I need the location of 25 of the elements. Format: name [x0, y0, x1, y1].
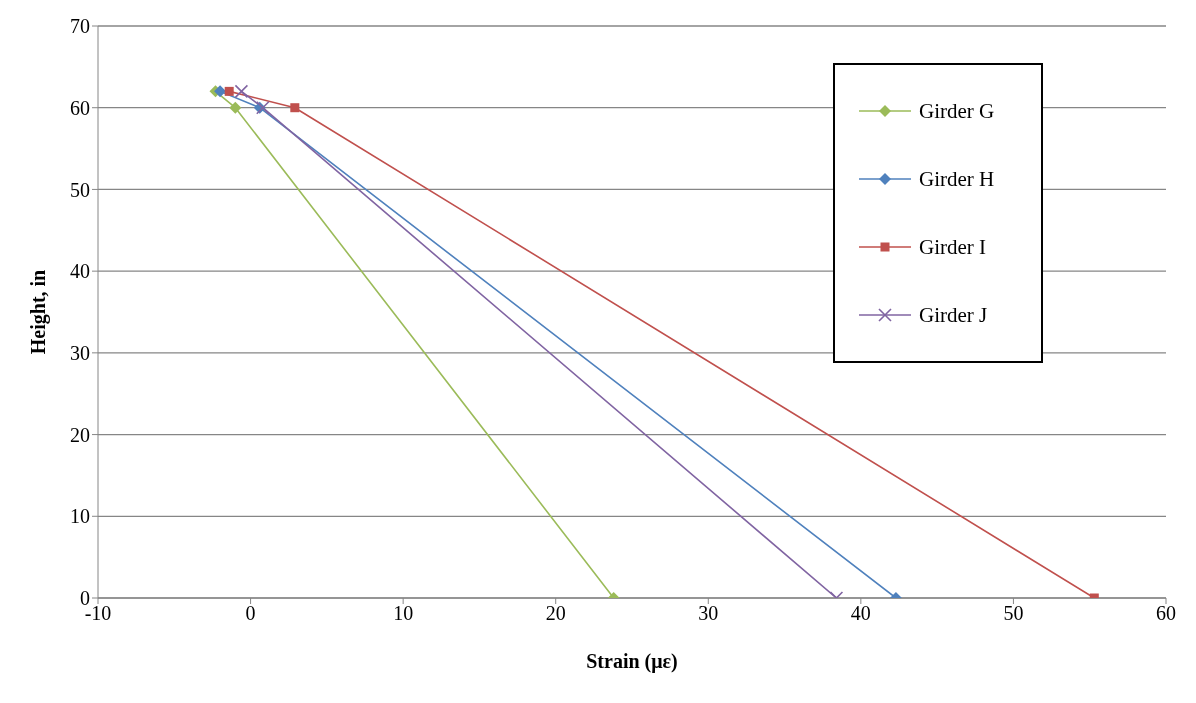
y-tick-label: 50: [70, 178, 90, 201]
legend-label: Girder G: [919, 98, 995, 124]
y-tick-label: 30: [70, 341, 90, 364]
x-tick-label: 40: [850, 602, 871, 625]
point: [290, 103, 300, 113]
x-tick-label: 20: [545, 602, 566, 625]
y-tick-label: 20: [70, 423, 90, 446]
x-tick-label: 50: [1003, 602, 1024, 625]
y-tick-label: 60: [70, 96, 90, 119]
x-tick-label: 30: [698, 602, 719, 625]
x-tick-label: 60: [1156, 602, 1176, 625]
y-axis-title: Height, in: [27, 269, 51, 355]
point: [229, 101, 242, 114]
x-tick-label: 10: [393, 602, 414, 625]
point: [234, 84, 249, 99]
legend-label: Girder H: [919, 166, 995, 192]
x-axis-title: Strain (με): [586, 650, 678, 673]
y-tick-label: 70: [70, 15, 90, 38]
y-tick-label: 40: [70, 260, 90, 283]
y-tick-label: 10: [70, 505, 90, 528]
point: [224, 86, 234, 96]
x-tick-label: 0: [245, 602, 256, 625]
legend-label: Girder I: [919, 234, 987, 260]
legend-label: Girder J: [919, 302, 988, 328]
point: [255, 100, 270, 115]
